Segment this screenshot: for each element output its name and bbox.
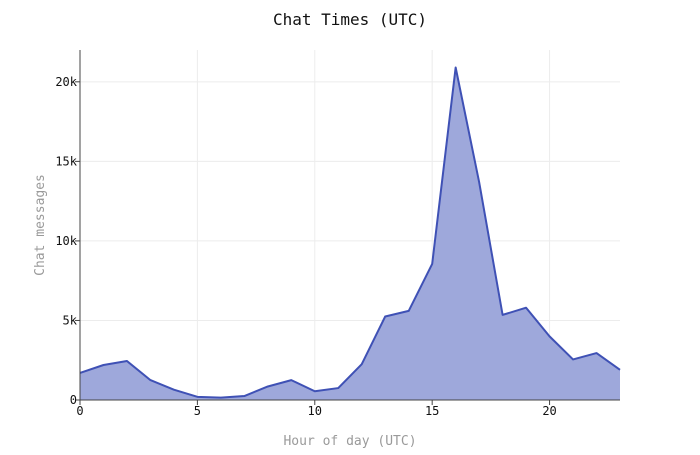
y-tick-label: 5k (63, 313, 78, 327)
series-area-fill (80, 67, 620, 400)
x-tick-label: 5 (194, 404, 201, 418)
y-axis-label: Chat messages (33, 174, 48, 276)
x-tick-label: 15 (425, 404, 439, 418)
plot-area (79, 66, 621, 400)
y-tick-label: 20k (55, 75, 77, 89)
y-tick-label: 0 (70, 393, 77, 407)
chart-title: Chat Times (UTC) (273, 10, 427, 29)
y-tick-label: 15k (55, 154, 77, 168)
series-line (79, 66, 621, 399)
x-tick-label: 10 (308, 404, 322, 418)
axes: 0 5 10 15 20 0 5k 10k 15k 20k (55, 50, 620, 418)
gridlines (80, 50, 620, 400)
y-tick-label: 10k (55, 234, 77, 248)
x-axis-label: Hour of day (UTC) (283, 434, 416, 449)
x-tick-label: 20 (542, 404, 556, 418)
x-tick-label: 0 (76, 404, 83, 418)
